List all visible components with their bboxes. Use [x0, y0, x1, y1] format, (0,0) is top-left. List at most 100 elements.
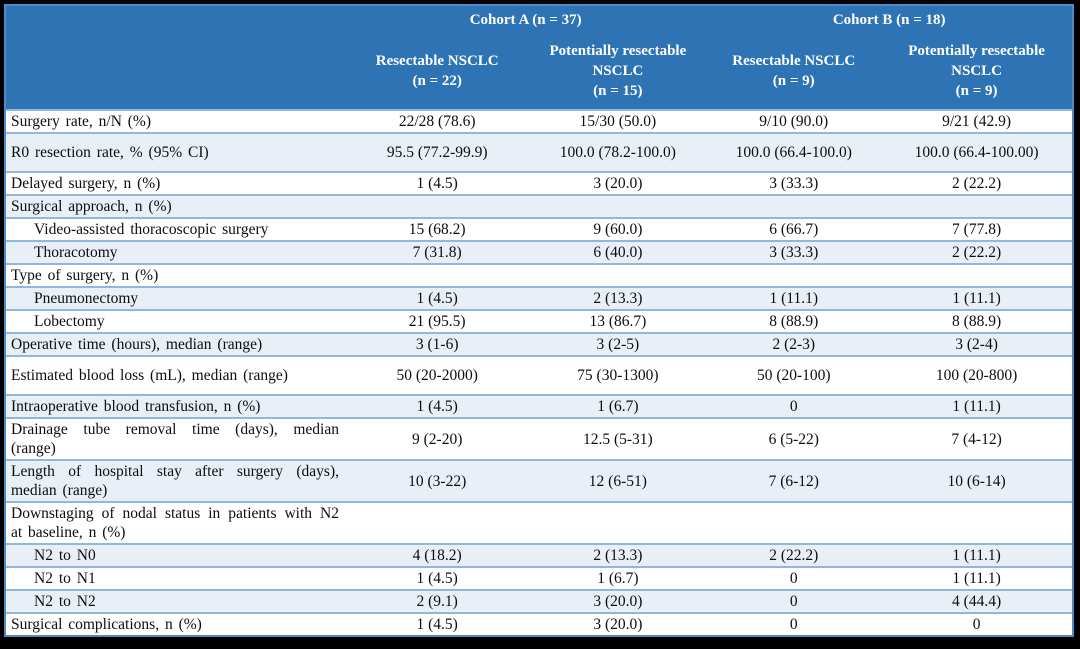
table-row: N2 to N1 1 (4.5) 1 (6.7) 0 1 (11.1) — [6, 566, 1072, 590]
cell-value: 0 — [881, 612, 1072, 637]
cell-value: 15/30 (50.0) — [529, 109, 707, 133]
cell-value: 6 (40.0) — [529, 240, 707, 264]
cell-value: 3 (2-4) — [881, 332, 1072, 356]
cell-value: 100.0 (66.4-100.0) — [706, 132, 882, 172]
table-row: Operative time (hours), median (range) 3 … — [6, 332, 1072, 356]
table-row: Drainage tube removal time (days), media… — [6, 417, 1072, 460]
cell-value: 50 (20-100) — [706, 355, 882, 395]
cell-value: 100 (20-800) — [881, 355, 1072, 395]
cell-value: 2 (2-3) — [706, 332, 882, 356]
row-label: Surgical approach, n (%) — [6, 194, 345, 218]
cell-value — [706, 501, 882, 544]
cell-value — [344, 263, 530, 287]
column-title: Resectable NSCLC — [732, 52, 856, 69]
table-row: Pneumonectomy 1 (4.5) 2 (13.3) 1 (11.1) 1 (1… — [6, 286, 1072, 310]
cell-value: 2 (13.3) — [529, 286, 707, 310]
column-header-resectable-a: Resectable NSCLC (n = 22) — [344, 32, 530, 110]
cell-value — [529, 194, 707, 218]
row-label: Surgical complications, n (%) — [6, 612, 345, 637]
row-label: Surgery rate, n/N (%) — [6, 109, 345, 133]
cell-value: 100.0 (78.2-100.0) — [529, 132, 707, 172]
cell-value: 1 (4.5) — [344, 612, 530, 637]
cell-value: 21 (95.5) — [344, 309, 530, 333]
cell-value: 4 (44.4) — [881, 589, 1072, 613]
cell-value: 2 (9.1) — [344, 589, 530, 613]
cell-value: 9/10 (90.0) — [706, 109, 882, 133]
cell-value — [344, 194, 530, 218]
table-row: Video-assisted thoracoscopic surgery 15 (… — [6, 217, 1072, 241]
cell-value: 7 (6-12) — [706, 459, 882, 502]
table-body: Surgery rate, n/N (%) 22/28 (78.6) 15/30 (… — [6, 109, 1072, 637]
table-row: Type of surgery, n (%) — [6, 263, 1072, 287]
row-label: R0 resection rate, % (95% CI) — [6, 132, 345, 172]
cell-value: 9 (2-20) — [344, 417, 530, 460]
cell-value: 10 (6-14) — [881, 459, 1072, 502]
cell-value: 0 — [706, 612, 882, 637]
cohort-header-row: Cohort A (n = 37) Cohort B (n = 18) — [6, 6, 1072, 32]
cell-value: 3 (20.0) — [529, 171, 707, 195]
cell-value: 15 (68.2) — [344, 217, 530, 241]
row-label: Delayed surgery, n (%) — [6, 171, 345, 195]
cell-value: 1 (6.7) — [529, 566, 707, 590]
cell-value: 1 (4.5) — [344, 566, 530, 590]
column-title: Potentially resectable NSCLC — [549, 42, 687, 79]
column-title: Potentially resectable NSCLC — [908, 42, 1045, 79]
cell-value: 3 (20.0) — [529, 589, 707, 613]
cell-value: 9 (60.0) — [529, 217, 707, 241]
table-row: N2 to N2 2 (9.1) 3 (20.0) 0 4 (44.4) — [6, 589, 1072, 613]
cell-value: 1 (11.1) — [881, 566, 1072, 590]
subgroup-header-row: Resectable NSCLC (n = 22) Potentially re… — [6, 32, 1072, 110]
table-row: Intraoperative blood transfusion, n (%) 1… — [6, 394, 1072, 418]
cell-value: 10 (3-22) — [344, 459, 530, 502]
table-header: Cohort A (n = 37) Cohort B (n = 18) Rese… — [6, 6, 1072, 110]
cell-value: 4 (18.2) — [344, 543, 530, 567]
column-n: (n = 9) — [955, 82, 998, 99]
cell-value: 12.5 (5-31) — [529, 417, 707, 460]
cell-value: 1 (4.5) — [344, 171, 530, 195]
row-label: Type of surgery, n (%) — [6, 263, 345, 287]
cell-value: 7 (4-12) — [881, 417, 1072, 460]
cell-value: 8 (88.9) — [706, 309, 882, 333]
row-label: Intraoperative blood transfusion, n (%) — [6, 394, 345, 418]
row-label: Pneumonectomy — [6, 286, 345, 310]
cell-value: 22/28 (78.6) — [344, 109, 530, 133]
table-row: R0 resection rate, % (95% CI) 95.5 (77.2-… — [6, 132, 1072, 172]
cell-value: 7 (31.8) — [344, 240, 530, 264]
cell-value — [344, 501, 530, 544]
cell-value: 1 (11.1) — [881, 394, 1072, 418]
corner-cell-2 — [6, 32, 345, 110]
table-row: Length of hospital stay after surgery (d… — [6, 459, 1072, 502]
table-row: Thoracotomy 7 (31.8) 6 (40.0) 3 (33.3) 2 (22… — [6, 240, 1072, 264]
cell-value: 3 (20.0) — [529, 612, 707, 637]
cell-value — [881, 501, 1072, 544]
row-label: N2 to N0 — [6, 543, 345, 567]
table-row: Estimated blood loss (mL), median (range… — [6, 355, 1072, 395]
cell-value: 12 (6-51) — [529, 459, 707, 502]
cell-value: 3 (33.3) — [706, 240, 882, 264]
corner-cell — [6, 6, 345, 32]
cell-value — [529, 501, 707, 544]
cell-value: 8 (88.9) — [881, 309, 1072, 333]
cell-value: 3 (33.3) — [706, 171, 882, 195]
cell-value: 3 (1-6) — [344, 332, 530, 356]
row-label: Operative time (hours), median (range) — [6, 332, 345, 356]
cell-value: 2 (22.2) — [706, 543, 882, 567]
cell-value — [706, 263, 882, 287]
column-header-resectable-b: Resectable NSCLC (n = 9) — [706, 32, 882, 110]
column-n: (n = 22) — [412, 72, 462, 89]
table-row: N2 to N0 4 (18.2) 2 (13.3) 2 (22.2) 1 (11.1) — [6, 543, 1072, 567]
table-row: Delayed surgery, n (%) 1 (4.5) 3 (20.0) 3 (… — [6, 171, 1072, 195]
cell-value: 1 (11.1) — [881, 286, 1072, 310]
surgical-outcomes-table: Cohort A (n = 37) Cohort B (n = 18) Rese… — [6, 6, 1072, 637]
row-label: Length of hospital stay after surgery (d… — [6, 459, 345, 502]
row-label: Thoracotomy — [6, 240, 345, 264]
table-row: Surgery rate, n/N (%) 22/28 (78.6) 15/30 (… — [6, 109, 1072, 133]
cell-value — [881, 263, 1072, 287]
cell-value: 1 (4.5) — [344, 394, 530, 418]
cell-value — [706, 194, 882, 218]
cell-value: 95.5 (77.2-99.9) — [344, 132, 530, 172]
row-label: Lobectomy — [6, 309, 345, 333]
cell-value: 0 — [706, 589, 882, 613]
cell-value: 1 (11.1) — [706, 286, 882, 310]
